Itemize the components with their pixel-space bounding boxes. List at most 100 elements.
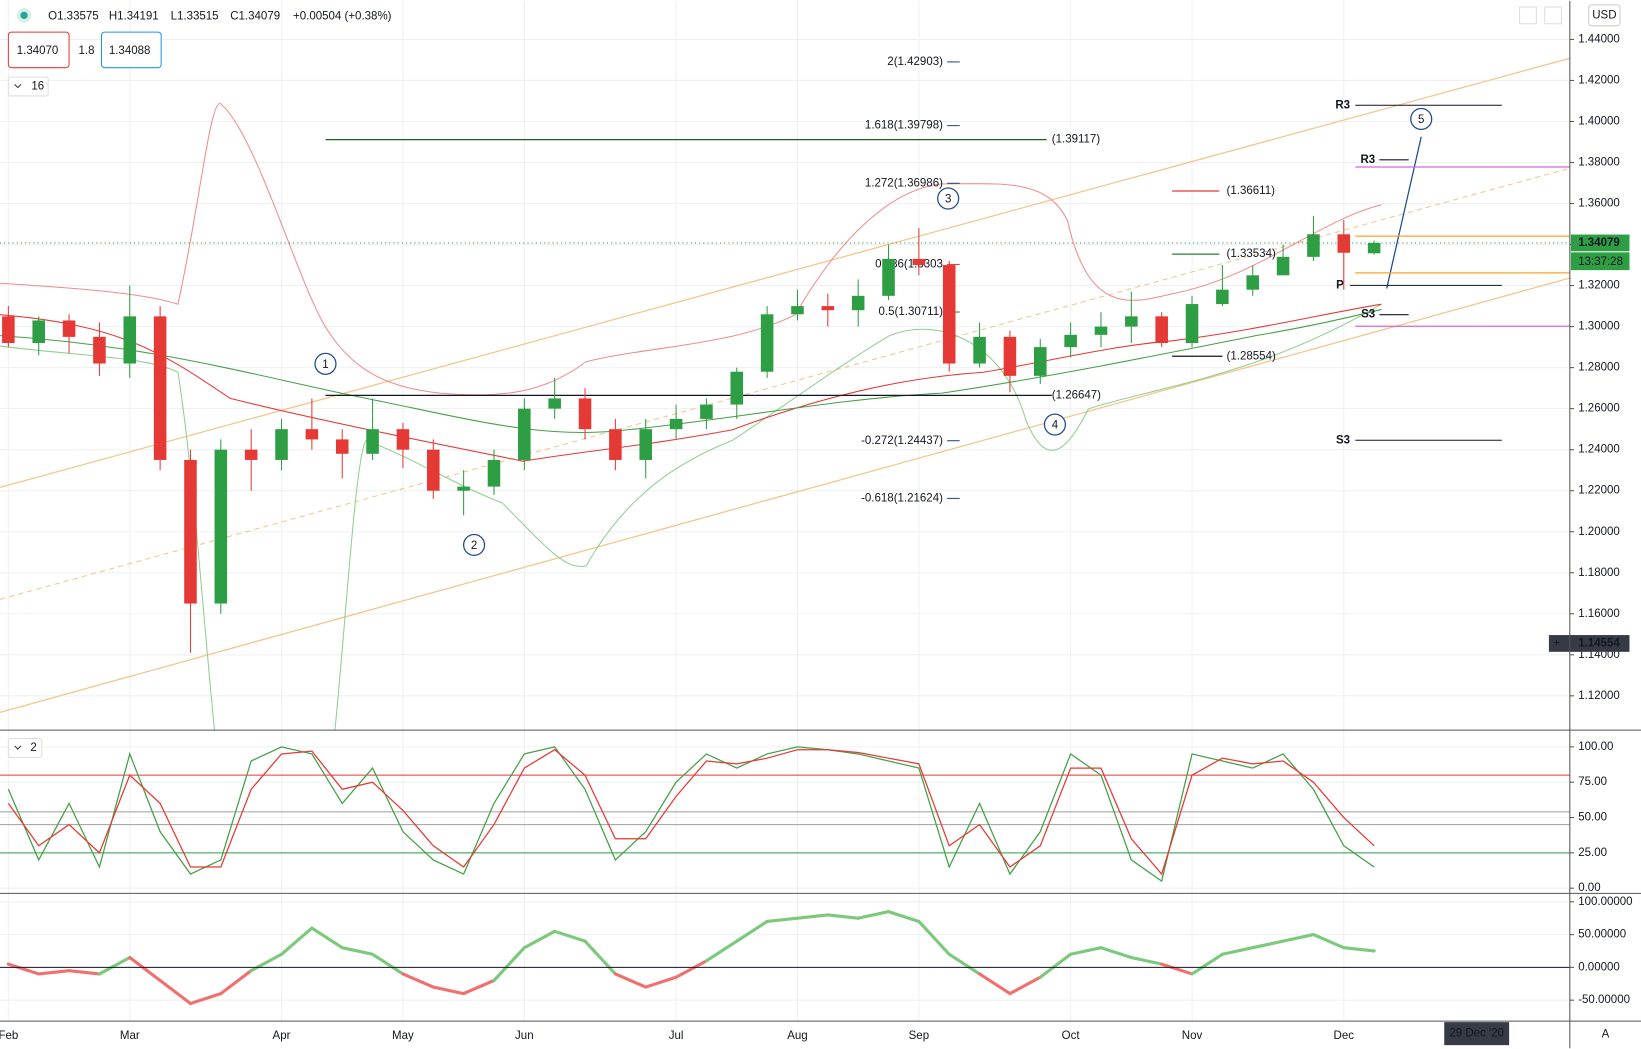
low-value: L1.33515 [171, 10, 219, 22]
x-tick-label: Feb [0, 1030, 18, 1042]
y-tick-label: 1.20000 [1578, 526, 1620, 538]
level-label: (1.39117) [1052, 134, 1101, 146]
candle-body [62, 320, 76, 337]
pane-button[interactable] [1544, 6, 1562, 25]
bid-price[interactable]: 1.34070 [17, 45, 59, 57]
y-tick-label: 1.38000 [1578, 157, 1620, 169]
crosshair-price-tag [1548, 635, 1630, 652]
candle-body [578, 398, 592, 430]
pivot-label: S3 [1336, 434, 1350, 446]
wave-label: 4 [1052, 420, 1059, 432]
candle-body [518, 408, 531, 460]
wave-label: 3 [945, 194, 951, 206]
candle-body [123, 316, 137, 364]
moving-average [0, 308, 1382, 434]
y-tick-label: 1.26000 [1578, 403, 1620, 415]
x-tick-label: Apr [273, 1030, 291, 1042]
y-tick-label: 50.00 [1578, 812, 1607, 824]
candle-body [1033, 347, 1047, 376]
y-tick-label: 1.28000 [1578, 362, 1620, 374]
wave-marker [314, 352, 337, 375]
momentum-segment [735, 919, 769, 943]
momentum-segment [1099, 946, 1133, 960]
momentum-segment [279, 926, 314, 956]
ask-price[interactable]: 1.34088 [109, 45, 151, 57]
pane-button[interactable] [1519, 6, 1537, 25]
candle-body [942, 265, 956, 364]
momentum-segment [613, 972, 648, 989]
momentum-segment [522, 929, 557, 950]
plot: 1.12000 1.14000 1.16000 1.18000 1.20000 1.220… [0, 33, 1633, 1046]
indicator-count[interactable]: 16 [31, 81, 44, 93]
close-value: C1.34079 [230, 10, 280, 22]
currency-label[interactable]: USD [1592, 9, 1616, 21]
candle-body [851, 295, 865, 311]
level-label: (1.36611) [1227, 185, 1276, 197]
momentum-segment [310, 926, 344, 950]
momentum-segment [553, 929, 587, 943]
candle-body [1185, 304, 1199, 344]
last-price-label: 1.34079 [1578, 237, 1620, 249]
y-tick-label: 1.22000 [1578, 485, 1620, 497]
pane-legend[interactable]: 2 [30, 742, 36, 754]
channel-line [0, 57, 1570, 488]
candle-body [1216, 289, 1229, 305]
y-tick-label: 25.00 [1578, 847, 1607, 859]
y-tick-label: 1.24000 [1578, 444, 1620, 456]
chevron-icon [14, 745, 22, 750]
y-tick-label: 1.30000 [1578, 321, 1620, 333]
countdown-label: 13:37:28 [1578, 256, 1623, 268]
momentum-segment [583, 939, 617, 976]
x-tick-label: May [392, 1030, 414, 1042]
currency-button[interactable] [1588, 4, 1621, 27]
y-tick-label: 1.16000 [1578, 608, 1620, 620]
momentum-segment [37, 969, 71, 976]
pivot-label: S3 [1361, 309, 1375, 321]
y-tick-label: 100.00000 [1578, 896, 1632, 908]
candle-body [396, 429, 410, 450]
y-tick-label: 0.00 [1578, 882, 1600, 894]
momentum-segment [826, 913, 860, 920]
y-tick-label: 1.14000 [1578, 649, 1620, 661]
momentum-segment [128, 955, 162, 983]
grid [0, 0, 1570, 1022]
y-tick-label: 1.12000 [1578, 690, 1620, 702]
momentum-segment [1311, 933, 1346, 950]
y-tick-label: 1.36000 [1578, 198, 1620, 210]
momentum-segment [1038, 952, 1073, 979]
wave-label: 5 [1418, 114, 1424, 126]
sell-button[interactable] [7, 31, 70, 69]
candle-body [457, 486, 470, 491]
momentum-segment [1008, 975, 1042, 996]
y-tick-label: 1.40000 [1578, 116, 1620, 128]
momentum-segment [1251, 939, 1285, 950]
momentum-segment [704, 939, 739, 963]
pane-toggle[interactable] [7, 737, 43, 758]
y-tick-label: 0.00000 [1578, 961, 1620, 973]
chevron-icon [14, 84, 22, 89]
candle-body [548, 398, 561, 409]
auto-scale-button[interactable]: A [1602, 1029, 1610, 1041]
momentum-segment [856, 910, 891, 920]
momentum-segment [947, 952, 982, 976]
candle-body [912, 258, 926, 266]
fib-label: 1.272(1.36986) [865, 177, 943, 189]
momentum-segment [1190, 952, 1224, 976]
candle-body [1155, 316, 1168, 344]
y-tick-label: 100.00 [1578, 741, 1613, 753]
momentum-segment [978, 972, 1012, 996]
pivot-label: R3 [1360, 154, 1375, 166]
momentum-segment [1281, 933, 1315, 943]
momentum-segment [67, 969, 101, 976]
level-label: (1.28554) [1227, 350, 1276, 362]
oscillator-line [7, 748, 1375, 876]
crosshair-date-tag [1444, 1022, 1510, 1046]
symbol-icon [20, 11, 28, 20]
indicator-toggle[interactable] [7, 76, 49, 97]
momentum-segment [401, 972, 435, 989]
fib-label: -0.272(1.24437) [861, 435, 943, 447]
buy-button[interactable] [100, 31, 162, 69]
candle-body [93, 336, 106, 364]
momentum-segment [795, 913, 830, 920]
